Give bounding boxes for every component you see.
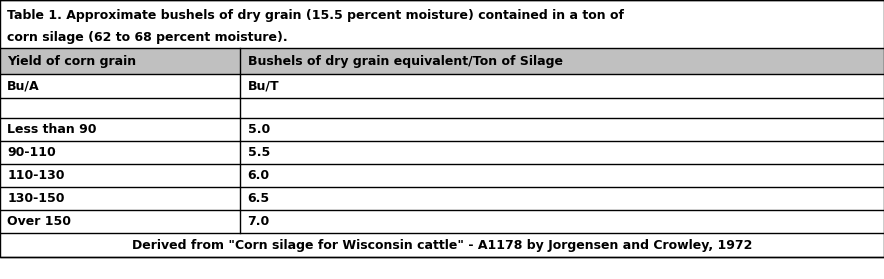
- Text: Over 150: Over 150: [7, 215, 71, 228]
- Text: 90-110: 90-110: [7, 146, 56, 159]
- Text: 5.5: 5.5: [248, 146, 270, 159]
- Text: Derived from "Corn silage for Wisconsin cattle" - A1178 by Jorgensen and Crowley: Derived from "Corn silage for Wisconsin …: [132, 239, 752, 251]
- Text: 7.0: 7.0: [248, 215, 270, 228]
- Text: Bu/T: Bu/T: [248, 80, 279, 93]
- Text: corn silage (62 to 68 percent moisture).: corn silage (62 to 68 percent moisture).: [7, 32, 287, 44]
- Text: 130-150: 130-150: [7, 192, 65, 205]
- Text: Yield of corn grain: Yield of corn grain: [7, 54, 136, 68]
- Text: Less than 90: Less than 90: [7, 123, 96, 136]
- Bar: [0, 74, 884, 98]
- Bar: [0, 164, 884, 187]
- Bar: [0, 48, 884, 74]
- Text: 6.5: 6.5: [248, 192, 270, 205]
- Bar: [0, 98, 884, 118]
- Text: Table 1. Approximate bushels of dry grain (15.5 percent moisture) contained in a: Table 1. Approximate bushels of dry grai…: [7, 9, 624, 21]
- Text: 5.0: 5.0: [248, 123, 270, 136]
- Bar: [0, 118, 884, 141]
- Bar: [0, 233, 884, 257]
- Bar: [0, 0, 884, 48]
- Text: 110-130: 110-130: [7, 169, 65, 182]
- Text: Bushels of dry grain equivalent/Ton of Silage: Bushels of dry grain equivalent/Ton of S…: [248, 54, 562, 68]
- Bar: [0, 187, 884, 210]
- Bar: [0, 141, 884, 164]
- Text: 6.0: 6.0: [248, 169, 270, 182]
- Bar: [0, 210, 884, 233]
- Text: Bu/A: Bu/A: [7, 80, 40, 93]
